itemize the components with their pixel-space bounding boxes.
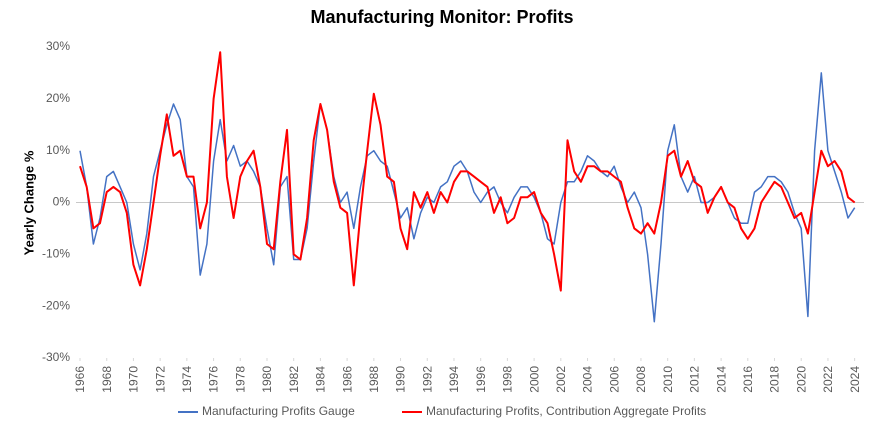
x-tick-label: 2006 — [607, 366, 621, 393]
x-tick-label: 2002 — [554, 366, 568, 393]
x-tick-label: 1974 — [180, 366, 194, 393]
x-tick-label: 2012 — [688, 366, 702, 393]
x-tick-label: 1970 — [127, 366, 141, 393]
y-tick-label: -30% — [42, 350, 70, 364]
y-axis-label: Yearly Change % — [21, 150, 36, 255]
x-tick-label: 1978 — [233, 366, 247, 393]
x-tick-label: 1984 — [314, 366, 328, 393]
legend-label: Manufacturing Profits Gauge — [202, 404, 355, 418]
x-tick-label: 1988 — [367, 366, 381, 393]
x-tick-label: 2016 — [741, 366, 755, 393]
x-tick-label: 1992 — [420, 366, 434, 393]
legend-label: Manufacturing Profits, Contribution Aggr… — [426, 404, 706, 418]
y-tick-label: -10% — [42, 247, 70, 261]
x-tick-label: 2000 — [527, 366, 541, 393]
y-tick-label: 10% — [46, 143, 70, 157]
x-tick-label: 2014 — [714, 366, 728, 393]
series-line — [79, 51, 856, 292]
x-tick-label: 1968 — [100, 366, 114, 393]
x-tick-label: 2020 — [794, 366, 808, 393]
y-tick-label: 30% — [46, 39, 70, 53]
x-tick-label: 2022 — [821, 366, 835, 393]
x-tick-label: 2024 — [848, 366, 862, 393]
x-tick-label: 2010 — [661, 366, 675, 393]
x-tick-label: 1998 — [501, 366, 515, 393]
x-tick-label: 2018 — [768, 366, 782, 393]
x-tick-label: 1996 — [474, 366, 488, 393]
y-tick-label: 20% — [46, 91, 70, 105]
x-tick-label: 1986 — [340, 366, 354, 393]
y-tick-label: -20% — [42, 298, 70, 312]
x-tick-label: 1980 — [260, 366, 274, 393]
x-tick-label: 1966 — [73, 366, 87, 393]
x-tick-label: 1972 — [153, 366, 167, 393]
x-tick-label: 2008 — [634, 366, 648, 393]
x-tick-label: 1994 — [447, 366, 461, 393]
y-tick-label: 0% — [53, 195, 71, 209]
x-tick-label: 1976 — [207, 366, 221, 393]
x-tick-label: 2004 — [581, 366, 595, 393]
chart-title: Manufacturing Monitor: Profits — [311, 7, 574, 27]
x-tick-label: 1982 — [287, 366, 301, 393]
x-tick-label: 1990 — [394, 366, 408, 393]
